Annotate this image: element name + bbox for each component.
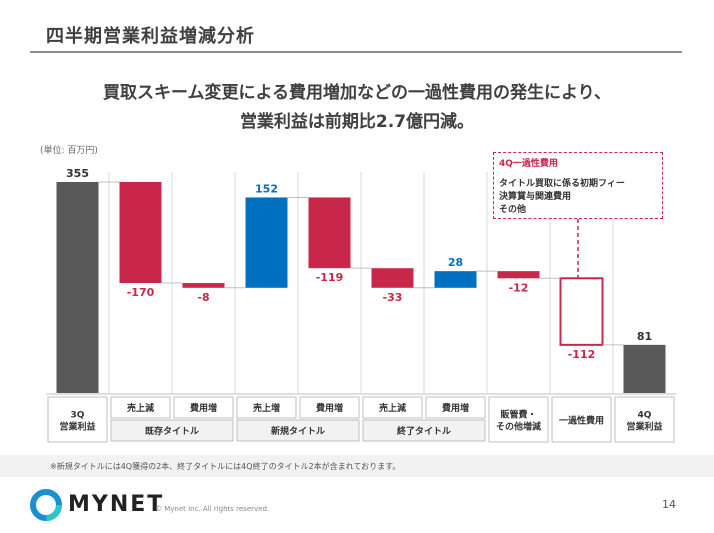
waterfall-bar: [245, 197, 288, 288]
value-label: -12: [509, 281, 529, 294]
group-label: 終了タイトル: [397, 425, 451, 437]
waterfall-bar: [623, 344, 666, 393]
group-label: 新規タイトル: [271, 425, 325, 437]
callout-item: 決算賞与関連費用: [499, 192, 572, 202]
callout-title: 4Q一過性費用: [499, 159, 558, 169]
category-label: 費用増: [316, 402, 343, 414]
footnote-text: ※新規タイトルには4Q獲得の2本、終了タイトルには4Q終了のタイトル2本が含まれ…: [50, 462, 401, 471]
slide-title: 四半期営業利益増減分析: [46, 26, 255, 47]
value-label: 355: [66, 167, 89, 180]
category-box: [47, 396, 108, 443]
category-label: その他増減: [496, 421, 541, 433]
category-box: [110, 396, 171, 419]
group-box: [110, 419, 234, 442]
headline-line-2: 営業利益は前期比2.7億円減。: [239, 112, 475, 132]
category-box: [425, 396, 486, 419]
waterfall-bar: [497, 271, 540, 279]
value-label: -8: [197, 291, 209, 304]
category-box: [236, 396, 297, 419]
value-label: -112: [568, 348, 596, 361]
category-label: 3Q: [71, 411, 85, 421]
page-number: 14: [662, 498, 676, 511]
category-box: [614, 396, 675, 443]
headline-line-1: 買取スキーム変更による費用増加などの一過性費用の発生により、: [103, 83, 611, 103]
category-label: 営業利益: [626, 421, 662, 433]
category-label: 費用増: [442, 402, 469, 414]
category-box: [173, 396, 234, 419]
group-box: [362, 419, 486, 442]
category-label: 一過性費用: [559, 415, 604, 427]
category-label: 売上減: [379, 402, 406, 414]
callout-item: タイトル買取に係る初期フィー: [499, 179, 625, 189]
waterfall-chart: 355-170 -8152-119-3328-12-112813Q営業利益売上減費…: [46, 167, 676, 443]
waterfall-bar: [56, 182, 99, 393]
category-box: [362, 396, 423, 419]
category-box: [551, 396, 612, 443]
waterfall-bar: [119, 182, 162, 284]
waterfall-bar: [182, 283, 225, 288]
value-label: -119: [316, 271, 344, 284]
category-label: 売上増: [253, 402, 280, 414]
unit-label: (単位: 百万円): [40, 146, 98, 156]
value-label: 28: [448, 256, 463, 269]
value-label: 152: [255, 182, 278, 195]
one-time-cost-callout: 4Q一過性費用 タイトル買取に係る初期フィー 決算賞与関連費用 その他: [493, 152, 663, 219]
group-label: 既存タイトル: [145, 425, 199, 437]
waterfall-bar: [559, 277, 604, 346]
value-label: -170: [127, 286, 155, 299]
category-label: 営業利益: [59, 421, 95, 433]
mynet-logo-icon: [30, 489, 62, 521]
footnote-bar: ※新規タイトルには4Q獲得の2本、終了タイトルには4Q終了のタイトル2本が含まれ…: [0, 455, 714, 477]
category-label: 費用増: [190, 402, 217, 414]
waterfall-bar: [308, 197, 351, 269]
category-box: [299, 396, 360, 419]
waterfall-bar: [434, 271, 477, 288]
waterfall-bar: [371, 268, 414, 288]
copyright: © Mynet Inc. All rights reserved.: [155, 505, 270, 513]
category-label: 販管費・: [500, 409, 536, 421]
category-label: 4Q: [638, 411, 652, 421]
callout-item: その他: [499, 205, 527, 215]
category-label: 売上減: [127, 402, 154, 414]
title-divider: [30, 51, 682, 53]
brand-name: MYNET: [68, 492, 165, 517]
value-label: 81: [637, 330, 652, 343]
group-box: [236, 419, 360, 442]
value-label: -33: [383, 291, 403, 304]
category-box: [488, 396, 549, 443]
